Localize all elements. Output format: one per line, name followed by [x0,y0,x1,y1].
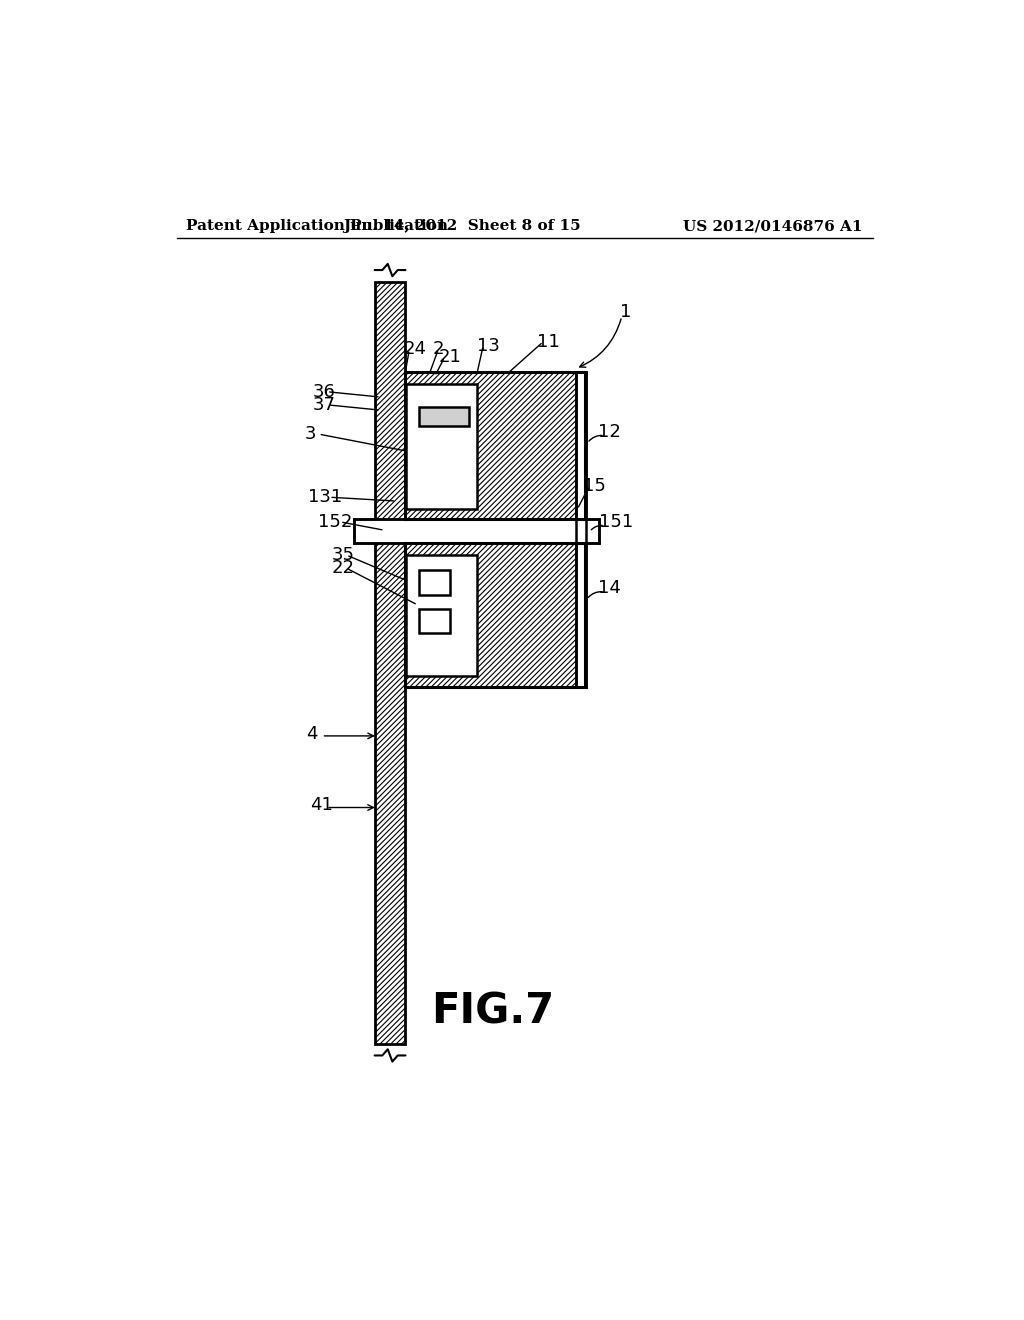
Text: 152: 152 [317,513,352,531]
Text: US 2012/0146876 A1: US 2012/0146876 A1 [683,219,862,234]
Text: 15: 15 [583,477,605,495]
Bar [419,609,451,634]
Text: Jun. 14, 2012  Sheet 8 of 15: Jun. 14, 2012 Sheet 8 of 15 [343,219,581,234]
Bar [404,372,585,519]
Text: 4: 4 [306,726,317,743]
Bar [376,281,404,1044]
Text: 1: 1 [620,304,631,321]
Text: FIG.7: FIG.7 [431,990,554,1032]
Text: 131: 131 [307,488,342,506]
Text: 41: 41 [310,796,333,814]
Bar [376,281,404,1044]
Bar [407,384,477,508]
Text: Patent Application Publication: Patent Application Publication [186,219,449,234]
Text: 37: 37 [313,396,336,413]
Text: 11: 11 [538,333,560,351]
Bar [354,519,599,544]
Text: 2: 2 [432,339,443,358]
Bar [419,570,451,595]
Bar [404,544,585,686]
Bar [419,407,469,426]
Text: 22: 22 [332,560,354,577]
Text: 13: 13 [477,337,500,355]
Bar [404,372,585,519]
Bar [404,544,585,686]
Text: 12: 12 [598,422,621,441]
Bar [407,554,477,676]
Text: 21: 21 [438,348,462,366]
Bar [575,372,587,686]
Text: 3: 3 [304,425,316,444]
Text: 151: 151 [599,513,633,531]
Text: 24: 24 [403,341,426,358]
Text: 36: 36 [313,383,336,401]
Text: 14: 14 [598,579,621,597]
Text: 35: 35 [332,546,354,564]
